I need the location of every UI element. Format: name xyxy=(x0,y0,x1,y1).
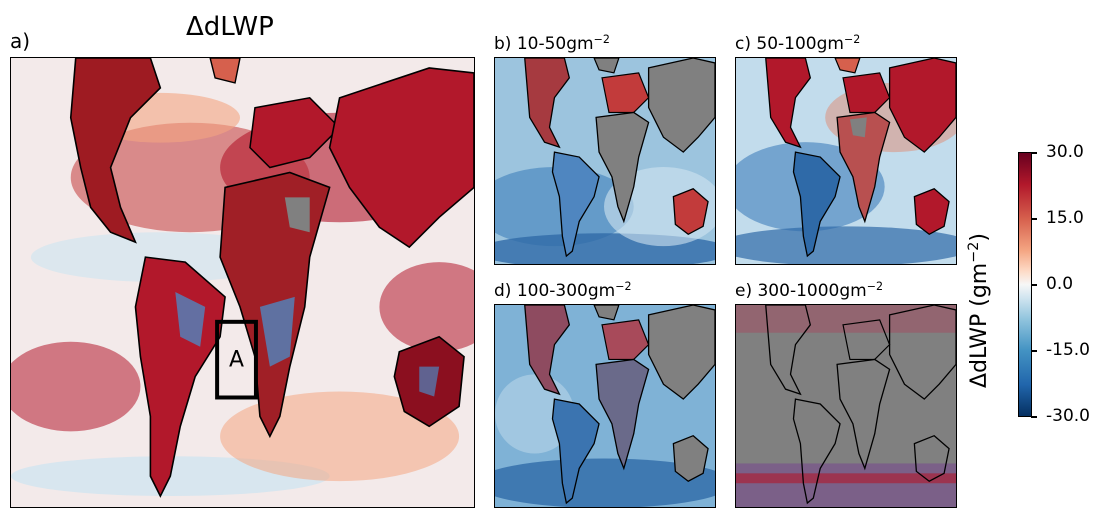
map-panel-a: A xyxy=(10,57,475,508)
region-box-label: A xyxy=(229,348,244,373)
colorbar-tick-label: -30.0 xyxy=(1046,406,1090,426)
map-panel-e xyxy=(735,304,957,508)
region-box-a xyxy=(215,319,258,400)
colorbar-tick xyxy=(1031,218,1037,220)
colorbar-tick xyxy=(1031,350,1037,352)
colorbar-tick xyxy=(1031,152,1037,154)
colorbar-tick-label: 30.0 xyxy=(1046,142,1084,162)
colorbar-tick xyxy=(1031,416,1037,418)
panel-e-label: e) 300-1000gm−2 xyxy=(735,280,883,302)
map-e-svg xyxy=(736,305,956,507)
colorbar-tick-label: 15.0 xyxy=(1046,208,1084,228)
map-b-svg xyxy=(495,58,715,264)
map-a-svg: A xyxy=(11,58,474,507)
map-panel-b xyxy=(494,57,716,265)
colorbar-tick xyxy=(1031,284,1037,286)
map-panel-d xyxy=(494,304,716,508)
colorbar-tick-label: -15.0 xyxy=(1046,340,1090,360)
map-c-svg xyxy=(736,58,956,264)
map-panel-c xyxy=(735,57,957,265)
panel-a-label: a) xyxy=(10,29,31,53)
colorbar-tick-label: 0.0 xyxy=(1046,274,1074,294)
colorbar-label: ΔdLWP (gm−2) xyxy=(966,233,992,388)
figure-title: ΔdLWP xyxy=(186,12,274,42)
colorbar xyxy=(1018,152,1032,417)
panel-c-label: c) 50-100gm−2 xyxy=(735,33,861,55)
panel-b-label: b) 10-50gm−2 xyxy=(494,33,610,55)
map-d-svg xyxy=(495,305,715,507)
panel-d-label: d) 100-300gm−2 xyxy=(494,280,632,302)
